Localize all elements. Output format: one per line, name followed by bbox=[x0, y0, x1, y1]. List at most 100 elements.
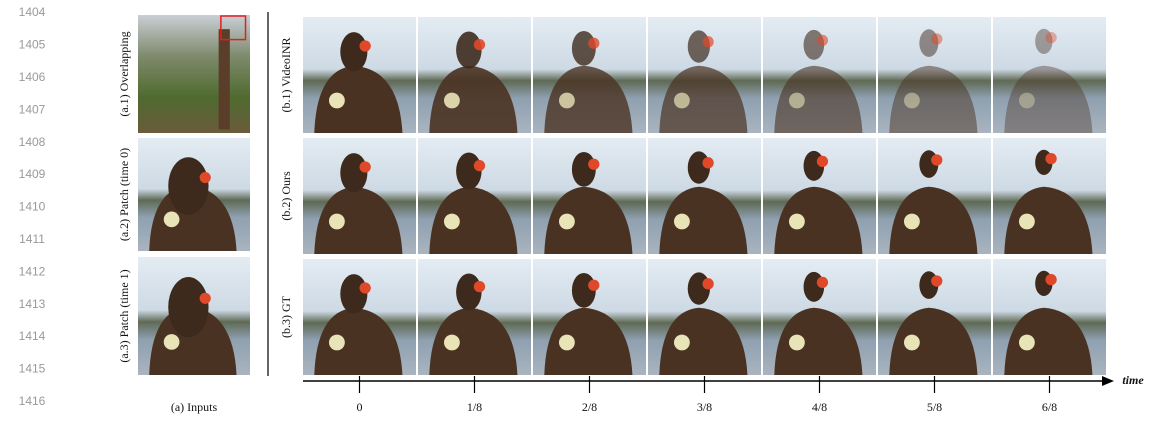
rose bbox=[329, 335, 345, 351]
flower bbox=[474, 281, 485, 292]
rose bbox=[1019, 335, 1035, 351]
image bbox=[303, 138, 416, 254]
statue-head bbox=[340, 32, 367, 71]
flower bbox=[817, 35, 828, 46]
rose bbox=[164, 212, 180, 228]
rose bbox=[329, 93, 345, 109]
figure: time (a) Inputs 140414051406140714081409… bbox=[0, 0, 1150, 421]
rose bbox=[559, 214, 575, 230]
image bbox=[533, 259, 646, 375]
line-number: 1410 bbox=[19, 200, 46, 214]
time-tick-label: 0 bbox=[357, 400, 363, 414]
image bbox=[303, 17, 416, 133]
rose bbox=[559, 93, 575, 109]
flower bbox=[702, 36, 713, 47]
time-tick-label: 6/8 bbox=[1042, 400, 1057, 414]
statue-head bbox=[456, 153, 481, 190]
rose bbox=[674, 93, 690, 109]
flower bbox=[931, 154, 942, 165]
time-tick-label: 4/8 bbox=[812, 400, 827, 414]
image bbox=[878, 259, 991, 375]
flower bbox=[817, 156, 828, 167]
rose bbox=[789, 335, 805, 351]
line-number: 1406 bbox=[19, 70, 46, 84]
image bbox=[138, 257, 250, 375]
rose bbox=[444, 214, 460, 230]
flower bbox=[931, 33, 942, 44]
image bbox=[993, 138, 1106, 254]
rose bbox=[904, 93, 920, 109]
flower bbox=[360, 161, 371, 172]
time-tick-label: 2/8 bbox=[582, 400, 597, 414]
image bbox=[138, 15, 250, 133]
line-number: 1411 bbox=[19, 232, 45, 246]
image bbox=[648, 259, 761, 375]
flower bbox=[1045, 274, 1056, 285]
flower bbox=[1045, 32, 1056, 43]
line-number: 1414 bbox=[19, 329, 46, 343]
image-bg bbox=[138, 15, 250, 133]
image bbox=[763, 259, 876, 375]
rose bbox=[1019, 93, 1035, 109]
line-number: 1412 bbox=[19, 264, 46, 278]
statue-head bbox=[456, 274, 481, 311]
image bbox=[993, 259, 1106, 375]
flower bbox=[360, 282, 371, 293]
time-tick-label: 1/8 bbox=[467, 400, 482, 414]
image bbox=[763, 17, 876, 133]
rose bbox=[674, 214, 690, 230]
flower bbox=[200, 172, 211, 183]
rose bbox=[444, 335, 460, 351]
time-arrow bbox=[1102, 376, 1114, 386]
statue-head bbox=[168, 277, 208, 337]
line-number: 1405 bbox=[19, 38, 46, 52]
rose bbox=[674, 335, 690, 351]
row-label: (b.2) Ours bbox=[279, 171, 293, 221]
flower bbox=[931, 275, 942, 286]
image bbox=[533, 138, 646, 254]
image bbox=[763, 138, 876, 254]
flower bbox=[1045, 153, 1056, 164]
image bbox=[138, 138, 250, 251]
row-label: (b.1) VideoINR bbox=[279, 37, 293, 112]
image bbox=[993, 17, 1106, 133]
line-number: 1404 bbox=[19, 5, 46, 19]
flower bbox=[817, 277, 828, 288]
flower bbox=[588, 159, 599, 170]
rose bbox=[904, 335, 920, 351]
rose bbox=[1019, 214, 1035, 230]
image bbox=[418, 259, 531, 375]
rose bbox=[904, 214, 920, 230]
flower bbox=[588, 38, 599, 49]
flower bbox=[360, 40, 371, 51]
flower bbox=[200, 293, 211, 304]
flower bbox=[702, 278, 713, 289]
image bbox=[533, 17, 646, 133]
row-label: (b.3) GT bbox=[279, 295, 293, 338]
line-number: 1416 bbox=[19, 394, 46, 408]
image bbox=[878, 17, 991, 133]
rose bbox=[164, 334, 180, 350]
rose bbox=[559, 335, 575, 351]
row-label: (a.1) Overlapping bbox=[117, 31, 131, 116]
line-number: 1408 bbox=[19, 135, 46, 149]
flower bbox=[474, 160, 485, 171]
image bbox=[418, 138, 531, 254]
line-number: 1409 bbox=[19, 167, 46, 181]
image bbox=[648, 138, 761, 254]
line-number: 1415 bbox=[19, 362, 46, 376]
row-label: (a.2) Patch (time 0) bbox=[117, 148, 131, 241]
image bbox=[878, 138, 991, 254]
time-tick-label: 3/8 bbox=[697, 400, 712, 414]
inputs-caption: (a) Inputs bbox=[171, 400, 218, 414]
row-label: (a.3) Patch (time 1) bbox=[117, 269, 131, 362]
statue-small bbox=[219, 29, 230, 129]
statue-head bbox=[340, 153, 367, 192]
statue-head bbox=[456, 32, 481, 69]
time-label: time bbox=[1122, 373, 1144, 387]
rose bbox=[789, 93, 805, 109]
image bbox=[303, 259, 416, 375]
rose bbox=[444, 93, 460, 109]
rose bbox=[329, 214, 345, 230]
rose bbox=[789, 214, 805, 230]
